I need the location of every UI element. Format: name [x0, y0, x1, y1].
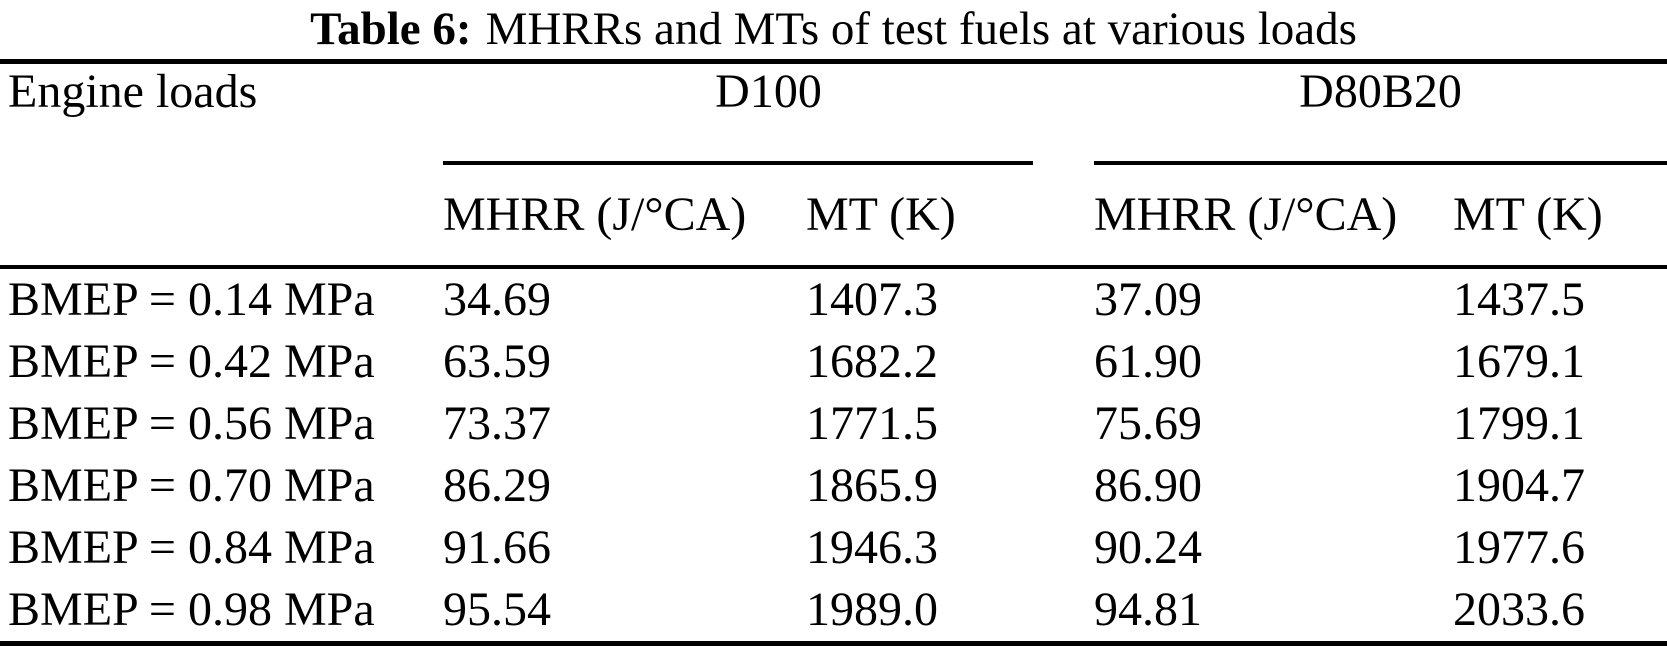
table-top-rule — [0, 59, 1667, 64]
subheader-d100-mt: MT (K) — [806, 188, 956, 241]
cell-d100-mhrr: 73.37 — [443, 397, 551, 450]
table-caption: Table 6: MHRRs and MTs of test fuels at v… — [0, 0, 1667, 58]
row-load-label: BMEP = 0.56 MPa — [8, 397, 375, 450]
cell-d100-mhrr: 91.66 — [443, 521, 551, 574]
row-load-label: BMEP = 0.98 MPa — [8, 583, 375, 636]
cell-d100-mhrr: 95.54 — [443, 583, 551, 636]
cell-d100-mt: 1946.3 — [806, 521, 938, 574]
cell-d80b20-mhrr: 90.24 — [1094, 521, 1202, 574]
row-load-label: BMEP = 0.70 MPa — [8, 459, 375, 512]
row-load-label: BMEP = 0.42 MPa — [8, 335, 375, 388]
cell-d80b20-mhrr: 37.09 — [1094, 273, 1202, 326]
table-caption-text: MHRRs and MTs of test fuels at various l… — [485, 3, 1357, 55]
cell-d80b20-mhrr: 75.69 — [1094, 397, 1202, 450]
cell-d80b20-mt: 1904.7 — [1453, 459, 1585, 512]
cell-d80b20-mt: 1679.1 — [1453, 335, 1585, 388]
subheader-d80b20-mt: MT (K) — [1453, 188, 1603, 241]
cell-d80b20-mhrr: 86.90 — [1094, 459, 1202, 512]
cell-d80b20-mhrr: 94.81 — [1094, 583, 1202, 636]
table-row: BMEP = 0.56 MPa 73.37 1771.5 75.69 1799.… — [0, 393, 1667, 455]
subheader-d80b20-mhrr: MHRR (J/°CA) — [1094, 188, 1398, 241]
cell-d80b20-mhrr: 61.90 — [1094, 335, 1202, 388]
corner-header: Engine loads — [8, 65, 258, 118]
cell-d80b20-mt: 1977.6 — [1453, 521, 1585, 574]
table-row: BMEP = 0.14 MPa 34.69 1407.3 37.09 1437.… — [0, 269, 1667, 331]
group-rule-d80b20 — [1094, 161, 1667, 165]
table-row: BMEP = 0.84 MPa 91.66 1946.3 90.24 1977.… — [0, 517, 1667, 579]
table-group-header-row: Engine loads D100 D80B20 — [0, 66, 1667, 118]
row-load-label: BMEP = 0.14 MPa — [8, 273, 375, 326]
cell-d100-mt: 1865.9 — [806, 459, 938, 512]
table-row: BMEP = 0.98 MPa 95.54 1989.0 94.81 2033.… — [0, 579, 1667, 641]
cell-d80b20-mt: 2033.6 — [1453, 583, 1585, 636]
cell-d100-mt: 1407.3 — [806, 273, 938, 326]
table-subheader-row: MHRR (J/°CA) MT (K) MHRR (J/°CA) MT (K) — [0, 183, 1667, 247]
row-load-label: BMEP = 0.84 MPa — [8, 521, 375, 574]
group-header-d100: D100 — [715, 65, 822, 118]
table-bottom-rule — [0, 641, 1667, 646]
table-caption-label: Table 6: — [310, 3, 472, 55]
cell-d100-mt: 1771.5 — [806, 397, 938, 450]
cell-d100-mt: 1989.0 — [806, 583, 938, 636]
group-header-d80b20: D80B20 — [1299, 65, 1462, 118]
cell-d100-mt: 1682.2 — [806, 335, 938, 388]
cell-d100-mhrr: 34.69 — [443, 273, 551, 326]
table-mid-rule — [0, 265, 1667, 269]
table-row: BMEP = 0.42 MPa 63.59 1682.2 61.90 1679.… — [0, 331, 1667, 393]
table-row: BMEP = 0.70 MPa 86.29 1865.9 86.90 1904.… — [0, 455, 1667, 517]
cell-d100-mhrr: 63.59 — [443, 335, 551, 388]
cell-d100-mhrr: 86.29 — [443, 459, 551, 512]
table-body: BMEP = 0.14 MPa 34.69 1407.3 37.09 1437.… — [0, 269, 1667, 641]
subheader-d100-mhrr: MHRR (J/°CA) — [443, 188, 747, 241]
cell-d80b20-mt: 1799.1 — [1453, 397, 1585, 450]
group-rule-d100 — [443, 161, 1033, 165]
cell-d80b20-mt: 1437.5 — [1453, 273, 1585, 326]
